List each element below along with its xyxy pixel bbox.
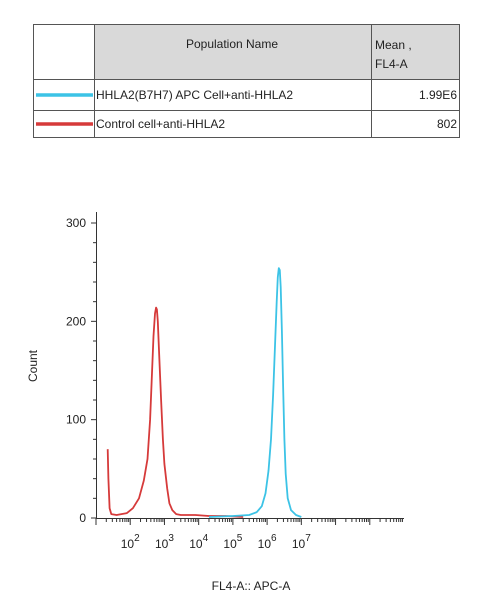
x-ticks: 102 103 104 105 106 107 bbox=[95, 518, 403, 551]
legend-name-row2: Control cell+anti-HHLA2 bbox=[96, 117, 225, 131]
hhla2-histogram-line bbox=[208, 267, 302, 518]
control-histogram-line bbox=[106, 306, 244, 518]
x-tick-label: 102 bbox=[121, 533, 140, 551]
y-ticks: 0 100 200 300 bbox=[66, 216, 96, 525]
legend-table: Population Name Mean , FL4-A HHLA2(B7H7)… bbox=[33, 24, 460, 138]
table-header-mean-line1: Mean , bbox=[375, 38, 412, 52]
table-header-population: Population Name bbox=[186, 37, 278, 51]
table-header-mean-shade bbox=[372, 24, 460, 79]
table-header-mean-line2: FL4-A bbox=[375, 57, 408, 71]
y-axis-label: Count bbox=[26, 349, 40, 382]
x-tick-label: 106 bbox=[258, 533, 277, 551]
y-tick-label: 300 bbox=[66, 216, 86, 230]
y-tick-label: 200 bbox=[66, 314, 86, 328]
plot: 0 100 200 300 102 103 104 105 106 107 Count FL4-… bbox=[26, 212, 404, 593]
x-tick-label: 103 bbox=[155, 533, 174, 551]
series-group bbox=[106, 267, 302, 518]
legend-mean-row2: 802 bbox=[437, 117, 457, 131]
legend-name-row1: HHLA2(B7H7) APC Cell+anti-HHLA2 bbox=[96, 88, 293, 102]
x-tick-label: 105 bbox=[223, 533, 242, 551]
y-tick-label: 100 bbox=[66, 413, 86, 427]
table-header-shade bbox=[95, 24, 372, 79]
x-tick-label: 107 bbox=[292, 533, 311, 551]
x-axis-label: FL4-A:: APC-A bbox=[212, 579, 291, 593]
y-tick-label: 0 bbox=[79, 511, 86, 525]
legend-mean-row1: 1.99E6 bbox=[419, 88, 457, 102]
table-border bbox=[33, 24, 460, 138]
x-tick-label: 104 bbox=[189, 533, 208, 551]
